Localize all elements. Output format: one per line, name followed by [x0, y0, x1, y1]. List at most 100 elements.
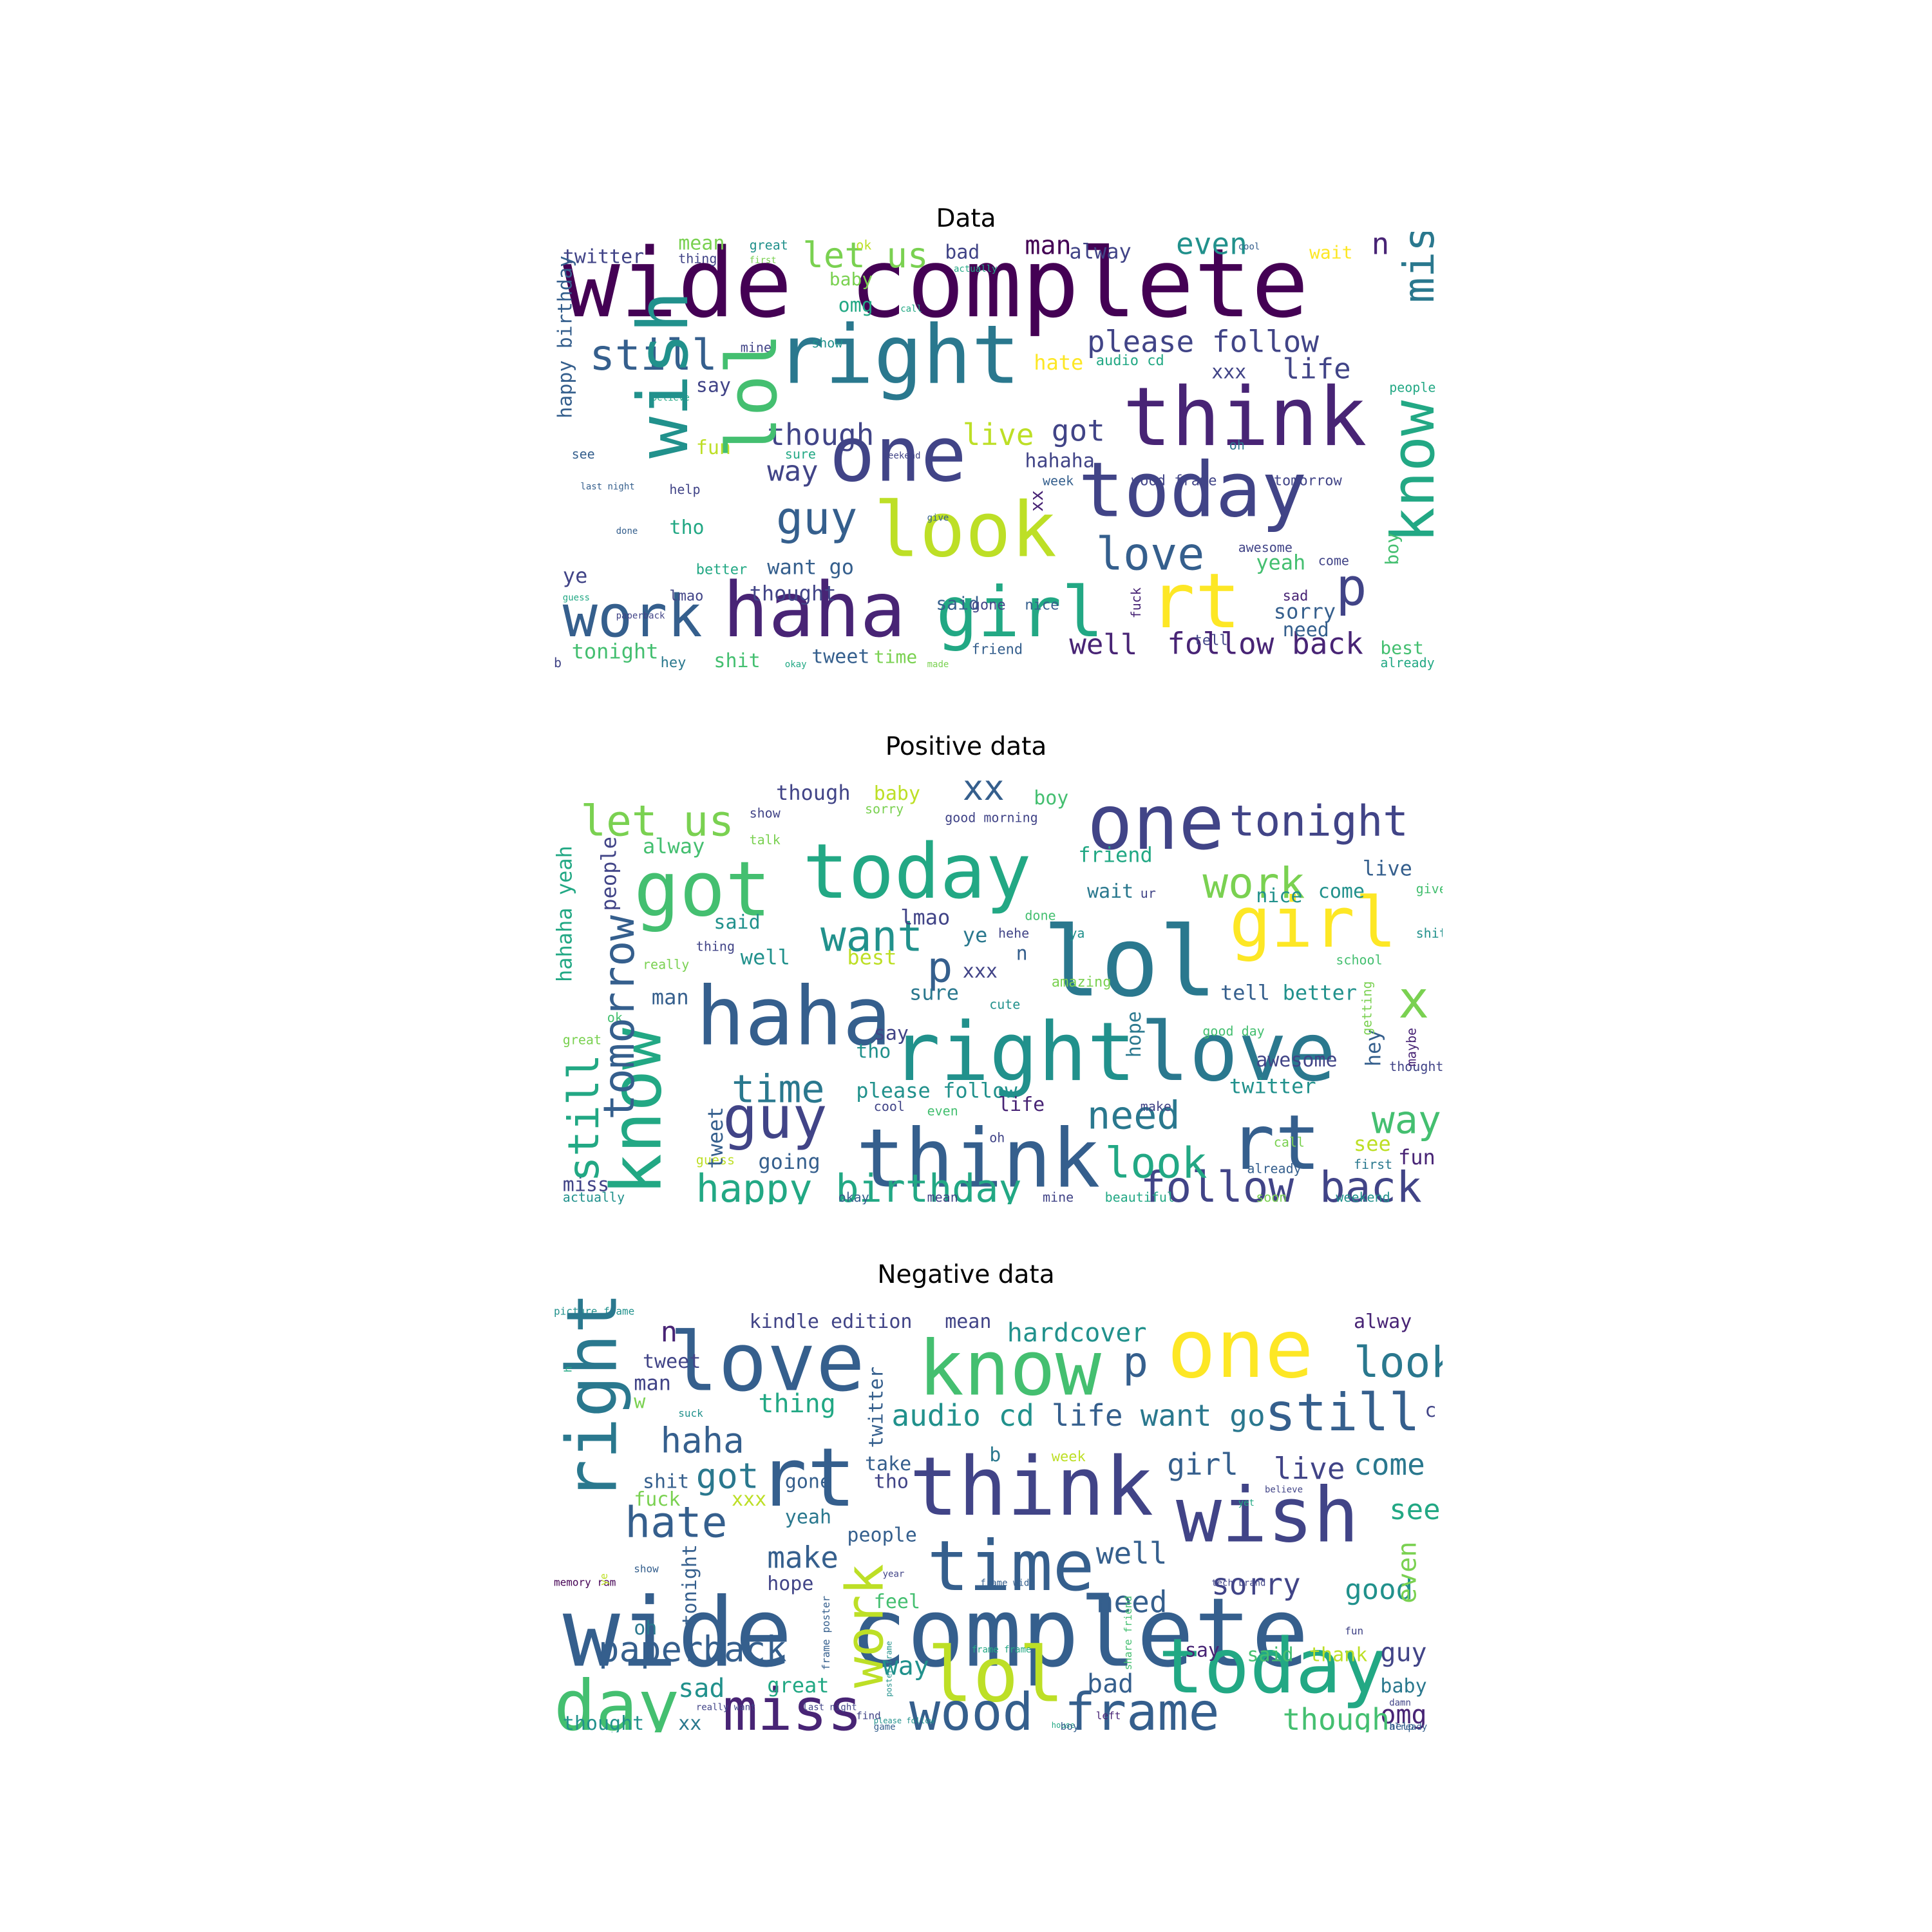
word-happy-birthday: happy birthday [696, 1166, 1022, 1204]
word-hey: hey [1361, 1029, 1385, 1066]
word-b: b [989, 1444, 1001, 1466]
word-cute: cute [989, 996, 1020, 1012]
word-wide-complete: wide complete [563, 1578, 1309, 1689]
word-xx: xx [678, 1712, 701, 1732]
word-please-follow: please follow [1087, 324, 1319, 359]
word-oh: oh [1229, 437, 1245, 453]
word-right: right [554, 1292, 633, 1501]
word-day: day [554, 1666, 679, 1732]
word-haha: haha [661, 1420, 744, 1461]
word-thought: thought [750, 582, 837, 606]
word-got: got [1052, 413, 1105, 448]
word-tell: tell [1220, 981, 1270, 1005]
word-good: good [1345, 1573, 1413, 1606]
word-lol: lol [1043, 907, 1217, 1019]
word-one: one [829, 410, 967, 498]
word-omg: omg [1380, 1700, 1426, 1730]
word-done: done [616, 526, 638, 536]
word-thing: thing [678, 251, 717, 266]
word-hahaha-yeah: hahaha yeah [554, 846, 577, 982]
word-oh: oh [989, 1130, 1005, 1145]
word-got: got [696, 1456, 759, 1497]
word-live: live [1363, 856, 1412, 880]
word-frame-wide: frame wide [980, 1578, 1034, 1588]
word-best: best [1380, 638, 1423, 659]
word-think: think [856, 1111, 1100, 1204]
word-alway: alway [643, 834, 705, 858]
word-yeah: yeah [1256, 550, 1305, 574]
word-guy: guy [1380, 1638, 1426, 1668]
word-oh: oh [634, 1617, 657, 1640]
word-man: man [634, 1371, 671, 1396]
word-still: still [559, 1054, 609, 1182]
word-say: say [1185, 1640, 1220, 1662]
word-really: really [643, 956, 689, 972]
word-believe: believe [652, 393, 690, 403]
word-come: come [1318, 553, 1349, 569]
word-need: need [1087, 1094, 1180, 1139]
word-want-go: want go [767, 554, 854, 579]
word-better: better [696, 562, 747, 578]
word-cool: cool [1238, 242, 1260, 252]
word-poster-frame: poster frame [884, 1641, 893, 1697]
word-good-day: good day [1202, 1023, 1264, 1039]
word-best: best [847, 945, 896, 969]
word-first: first [750, 255, 777, 265]
word-cloud-positive-data-svg: one today got lol girl haha right love think rt gu… [554, 768, 1443, 1204]
word-people: people [847, 1524, 916, 1546]
word-help: help [1389, 1720, 1414, 1732]
word-thing: thing [696, 939, 735, 954]
word-though: though [767, 417, 874, 452]
word-xx: xx [963, 768, 1005, 808]
word-need: need [1283, 619, 1329, 641]
word-mean: mean [927, 1189, 958, 1204]
word-even: even [927, 1103, 958, 1119]
word-think: think [1122, 370, 1367, 464]
word-know: know [918, 1324, 1102, 1413]
word-well: well [741, 945, 790, 969]
word-baby: baby [829, 269, 873, 290]
word-fun: fun [696, 437, 731, 459]
word-maybe: maybe [1404, 1028, 1419, 1066]
word-better: better [1283, 981, 1358, 1005]
word-actually: actually [563, 1189, 625, 1204]
word-look: look [1105, 1139, 1208, 1188]
word-give: give [927, 513, 949, 524]
word-house: house [1052, 1721, 1075, 1730]
word-live: live [1274, 1452, 1345, 1486]
word-work: work [1202, 858, 1305, 908]
word-done: done [1025, 907, 1056, 923]
word-hope: hope [767, 1573, 813, 1595]
word-wish: wish [623, 291, 704, 459]
word-n: n [1016, 943, 1028, 965]
word-year: year [883, 1569, 905, 1580]
word-give: give [1416, 881, 1443, 896]
word-paperback: paperback [616, 611, 665, 621]
word-already: already [1380, 655, 1434, 670]
word-let-us: let us [802, 235, 928, 276]
word-hehe: hehe [998, 925, 1029, 941]
word-great: great [563, 1032, 601, 1048]
word-find: find [856, 1709, 881, 1721]
word-w: w [634, 1390, 646, 1413]
word-follow-back: follow back [1141, 1162, 1422, 1204]
word-ye: ye [598, 1573, 610, 1586]
word-come: come [1318, 880, 1365, 903]
word-tomorrow: tomorrow [1274, 473, 1343, 489]
word-wait: wait [1087, 880, 1133, 903]
word-show: show [750, 806, 781, 821]
word-damn: damn [1389, 1698, 1411, 1709]
word-beautiful: beautiful [1105, 1189, 1175, 1204]
word-game: game [874, 1722, 896, 1732]
word-good-morning: good morning [945, 810, 1038, 826]
word-kindle-edition: kindle edition [750, 1311, 913, 1333]
word-call: call [1274, 1134, 1305, 1150]
word-see: see [572, 446, 595, 462]
word-first: first [1354, 1157, 1392, 1172]
word-really-want: really want [696, 1703, 756, 1713]
word-tweet: tweet [811, 645, 869, 668]
word-people: people [1389, 379, 1435, 395]
word-though: though [776, 781, 851, 805]
word-make: make [767, 1540, 838, 1575]
word-time: time [732, 1066, 825, 1112]
